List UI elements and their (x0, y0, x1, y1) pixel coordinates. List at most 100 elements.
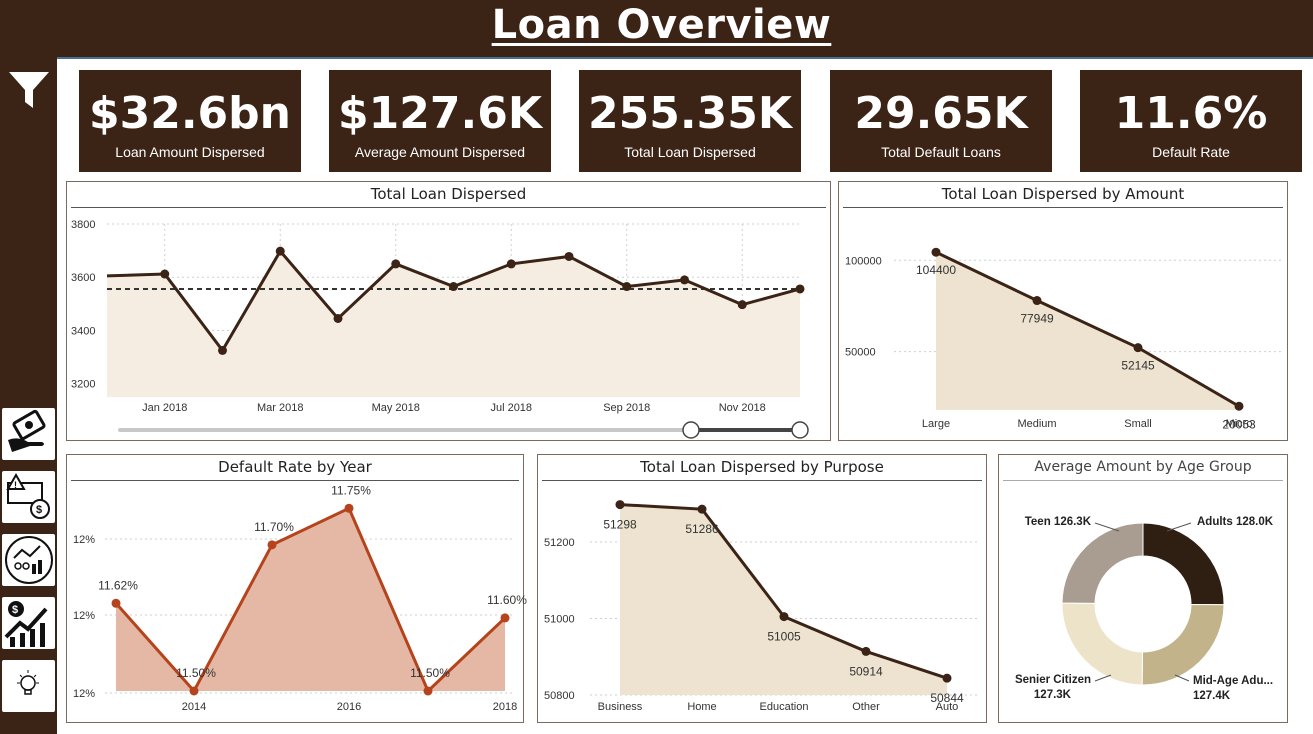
x-tick-label: Jan 2018 (142, 402, 187, 414)
svg-text:$: $ (12, 604, 18, 616)
chart-monthly-loans[interactable]: Total Loan Dispersed 3800 3600 3400 3200 Jan… (66, 181, 831, 441)
x-tick-label: Nov 2018 (719, 402, 766, 414)
area-fill (116, 508, 505, 691)
data-label: 51286 (685, 522, 719, 536)
loans-by-amount-plot: 100000 50000 104400 Large 77949 Medium 52145 Sm… (845, 247, 1281, 431)
kpi-default-rate: 11.6% Default Rate (1080, 70, 1302, 172)
x-tick-label: May 2018 (372, 402, 420, 414)
default-rate-plot: 12% 12% 12% 11.62% 11.50% 11.70% 11.75% 11.50% 1… (73, 483, 527, 713)
y-tick-label: 12% (73, 610, 95, 622)
data-point (333, 313, 343, 323)
area-fill (620, 504, 947, 695)
x-tick-label: Small (1124, 418, 1152, 430)
y-tick-label: 50000 (845, 347, 876, 359)
kpi-label: Loan Amount Dispersed (115, 144, 265, 160)
kpi-value: 11.6% (1114, 88, 1268, 139)
x-tick-label: Medium (1017, 418, 1056, 430)
x-tick-label: Home (687, 701, 716, 713)
y-tick-label: 100000 (845, 255, 882, 267)
range-slider-handle-right (791, 421, 809, 439)
data-label: 11.60% (487, 593, 527, 607)
data-point (1133, 343, 1143, 353)
kpi-value: 29.65K (854, 88, 1028, 139)
svg-text:$: $ (36, 504, 42, 516)
data-point (861, 646, 871, 656)
data-point (111, 598, 121, 608)
nav-insights[interactable] (2, 660, 55, 712)
x-tick-label: Micro (1226, 418, 1253, 430)
chart-loans-by-amount[interactable]: Total Loan Dispersed by Amount 100000 500… (838, 181, 1288, 441)
data-point (622, 282, 632, 292)
data-label: 20053 (1222, 417, 1256, 431)
kpi-label: Default Rate (1152, 144, 1230, 160)
nav-growth[interactable]: $ (2, 597, 55, 649)
data-point (795, 284, 805, 294)
kpi-value: $32.6bn (89, 88, 291, 139)
lightbulb-icon (17, 670, 39, 695)
data-point (931, 247, 941, 257)
slice-label: Senier Citizen (1015, 674, 1091, 686)
chart-age-group[interactable]: Average Amount by Age Group Adults 128.0… (998, 454, 1288, 723)
x-tick-label: Business (598, 701, 643, 713)
y-tick-label: 12% (73, 688, 95, 700)
kpi-value: 255.35K (588, 88, 792, 139)
y-tick-label: 3600 (71, 272, 95, 284)
data-point (267, 540, 277, 550)
y-tick-label: 51000 (544, 614, 575, 626)
chart-title: Total Loan Dispersed by Purpose (542, 455, 982, 481)
header-bar (0, 0, 1313, 57)
y-tick-label: 50800 (544, 690, 575, 702)
donut-slice (1142, 522, 1225, 606)
slice-label: Teen 126.3K (1025, 516, 1092, 528)
kpi-label: Total Loan Dispersed (624, 144, 756, 160)
data-point (218, 345, 227, 355)
x-tick-label: Jul 2018 (490, 402, 532, 414)
slice-value: 127.4K (1193, 690, 1231, 702)
range-slider-handle-left (682, 421, 700, 439)
data-point (506, 259, 516, 269)
warning-money-icon: ! $ (6, 472, 50, 519)
x-tick-label: 2014 (182, 701, 206, 713)
y-tick-label: 12% (73, 534, 95, 546)
data-label: 50844 (930, 691, 964, 705)
monthly-loans-plot: 3800 3600 3400 3200 Jan 2018 Mar 2018 May 2018… (71, 219, 809, 439)
svg-text:!: ! (14, 480, 17, 490)
chart-loans-by-purpose[interactable]: Total Loan Dispersed by Purpose 51200 510… (537, 454, 987, 723)
loans-by-purpose-plot: 51200 51000 50800 51298 Business 51286 Home 510… (544, 500, 978, 713)
data-point (697, 504, 707, 514)
data-label: 11.75% (331, 483, 371, 497)
kpi-average-amount: $127.6K Average Amount Dispersed (329, 70, 551, 172)
kpi-label: Total Default Loans (881, 144, 1001, 160)
data-point (275, 246, 285, 256)
filter-icon[interactable] (7, 70, 51, 110)
donut-slice (1061, 602, 1143, 686)
data-point (564, 251, 574, 261)
data-point (500, 613, 510, 623)
series-line (935, 250, 1240, 408)
chart-title: Total Loan Dispersed (71, 182, 826, 208)
chart-title: Default Rate by Year (71, 455, 519, 481)
leader-line (1174, 674, 1190, 682)
area-fill (936, 252, 1239, 410)
chart-title: Total Loan Dispersed by Amount (843, 182, 1283, 208)
leader-line (1094, 522, 1120, 532)
x-tick-label: Sep 2018 (603, 402, 650, 414)
data-point (1234, 401, 1244, 411)
x-tick-label: 2016 (337, 701, 361, 713)
series-line (114, 506, 507, 694)
hand-money-icon (8, 409, 46, 452)
nav-loan-payment[interactable] (2, 408, 55, 460)
x-tick-label: Auto (936, 701, 959, 713)
leader-line (1166, 522, 1192, 532)
chart-default-rate-by-year[interactable]: Default Rate by Year 12% 12% 12% 11.62% 11.5… (66, 454, 527, 723)
data-point (779, 612, 789, 622)
money-growth-icon: $ (4, 601, 48, 647)
nav-demographics[interactable] (2, 534, 55, 586)
x-tick-label: 2018 (493, 701, 517, 713)
y-tick-label: 3400 (71, 325, 95, 337)
kpi-default-loans: 29.65K Total Default Loans (830, 70, 1052, 172)
people-chart-icon (5, 536, 53, 584)
data-label: 11.62% (98, 578, 138, 592)
nav-default[interactable]: ! $ (2, 471, 55, 523)
data-point (160, 269, 170, 279)
